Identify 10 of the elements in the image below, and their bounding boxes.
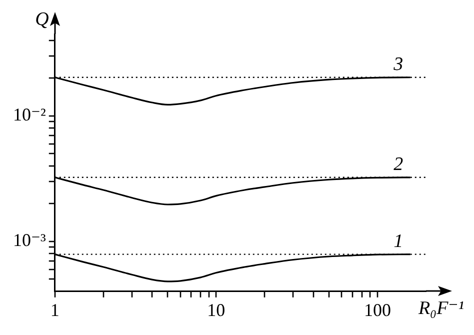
x-tick-label: 100 — [364, 300, 391, 320]
y-axis-title: Q — [35, 9, 50, 30]
series-label: 1 — [394, 230, 404, 252]
y-tick-label: 10⁻² — [12, 104, 46, 125]
x-tick-label: 10 — [207, 300, 226, 320]
series-label: 3 — [392, 54, 404, 75]
series-label: 2 — [394, 154, 404, 175]
x-axis-title: R₀F⁻¹ — [417, 298, 464, 319]
x-tick-label: 1 — [50, 300, 60, 320]
y-tick-label: 10⁻³ — [12, 230, 46, 250]
